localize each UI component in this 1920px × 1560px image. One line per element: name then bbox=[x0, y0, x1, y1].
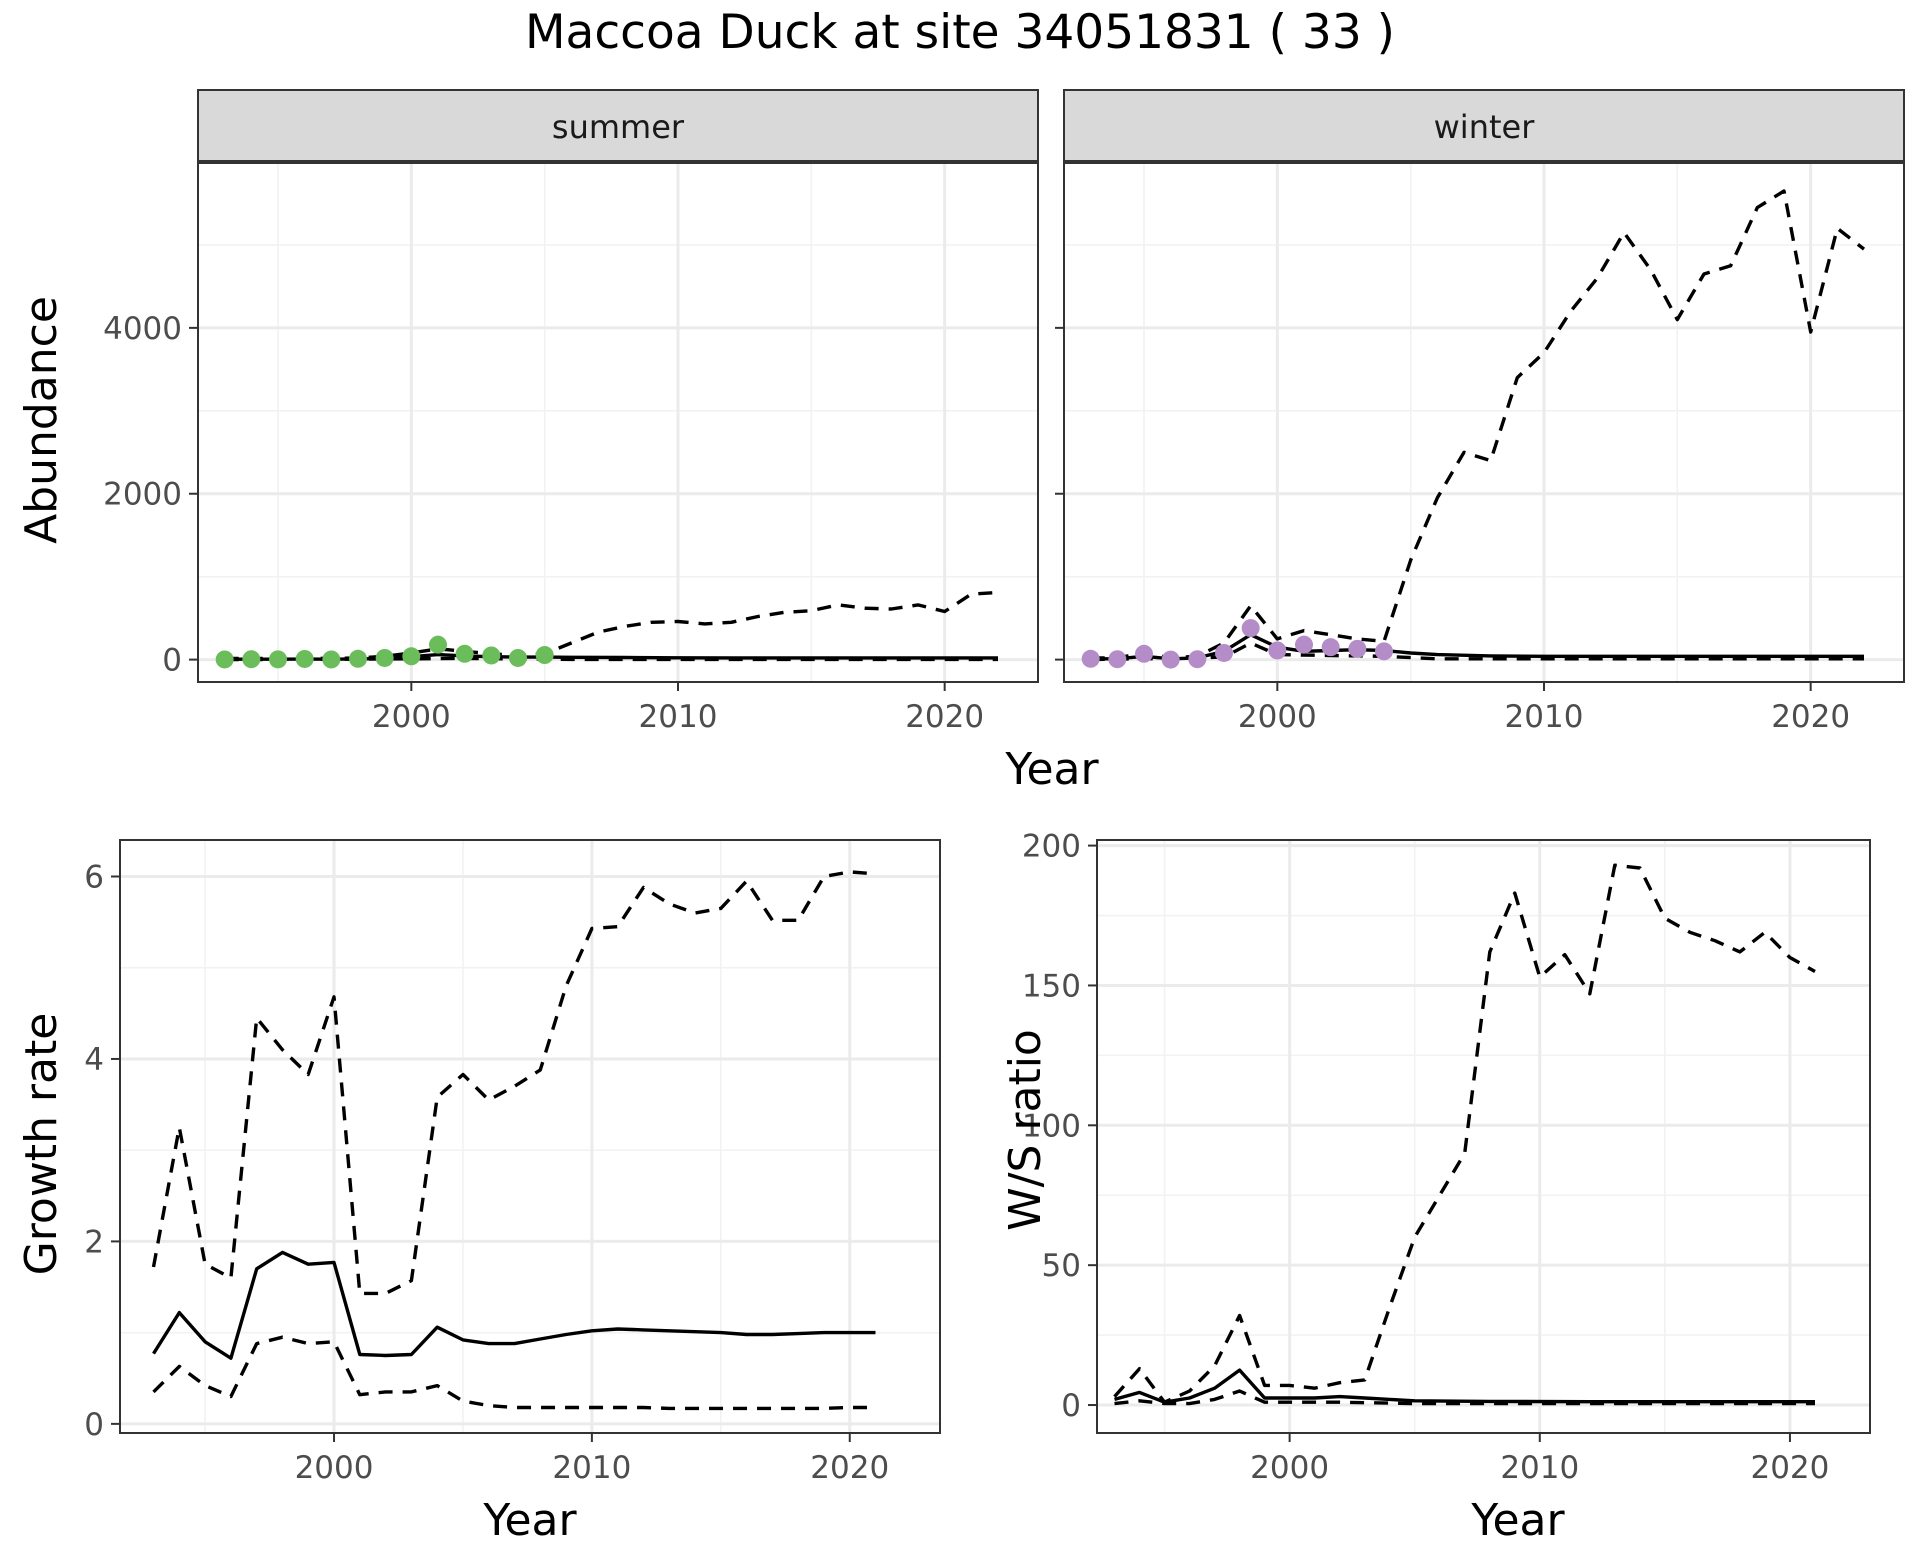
x-tick-label: 2010 bbox=[552, 1450, 631, 1486]
x-tick-label: 2000 bbox=[1250, 1450, 1329, 1486]
x-tick-label: 2000 bbox=[372, 699, 451, 735]
observed-point bbox=[295, 649, 314, 668]
figure-title: Maccoa Duck at site 34051831 ( 33 ) bbox=[525, 5, 1395, 60]
observed-point bbox=[349, 649, 367, 668]
data-layer bbox=[1081, 189, 1866, 669]
observed-point bbox=[1081, 649, 1100, 668]
x-tick-label: 2020 bbox=[810, 1450, 889, 1486]
series-line-mean bbox=[1114, 1368, 1815, 1404]
observed-point bbox=[1268, 641, 1287, 660]
x-tick-label: 2010 bbox=[639, 699, 718, 735]
series-line-upper bbox=[151, 870, 876, 1296]
panel-background bbox=[120, 840, 940, 1433]
panel-growth-rate: 2000 2010 2020 0 2 4 6 bbox=[84, 839, 941, 1486]
x-tick-label: 2000 bbox=[1238, 699, 1317, 735]
x-tick-label: 2020 bbox=[905, 699, 984, 735]
facet-strip-label: winter bbox=[1434, 108, 1536, 146]
y-tick-label: 4 bbox=[84, 1042, 104, 1078]
observed-point bbox=[1215, 643, 1233, 662]
observed-point bbox=[215, 650, 234, 669]
growth-ylabel: Growth rate bbox=[16, 1013, 67, 1276]
observed-point bbox=[1241, 619, 1260, 638]
facet-strip-label: summer bbox=[552, 108, 685, 146]
observed-point bbox=[455, 644, 474, 663]
ratio-ylabel: W/S ratio bbox=[1000, 1029, 1051, 1231]
panel-ws-ratio: 2000 2010 2020 0 50 100 150 200 bbox=[1022, 829, 1871, 1486]
x-tick-label: 2000 bbox=[295, 1450, 374, 1486]
observed-point bbox=[482, 646, 501, 665]
series-line-upper bbox=[1113, 863, 1816, 1404]
observed-point bbox=[1161, 650, 1180, 669]
panel-background bbox=[1097, 840, 1870, 1433]
observed-point bbox=[429, 635, 447, 654]
x-tick-label: 2020 bbox=[1771, 699, 1850, 735]
observed-point bbox=[509, 648, 527, 667]
observed-point bbox=[322, 650, 341, 669]
observed-point bbox=[1188, 650, 1207, 669]
data-layer bbox=[215, 590, 999, 669]
y-tick-label: 0 bbox=[162, 643, 182, 679]
y-tick-label: 6 bbox=[84, 859, 104, 895]
y-tick-label: 50 bbox=[1042, 1248, 1081, 1284]
growth-xlabel: Year bbox=[482, 1495, 577, 1546]
observed-point bbox=[1135, 644, 1153, 663]
observed-point bbox=[1375, 642, 1393, 661]
panel-background bbox=[1064, 162, 1904, 682]
observed-point bbox=[535, 646, 554, 665]
observed-point bbox=[242, 650, 261, 669]
observed-point bbox=[1321, 638, 1340, 657]
x-tick-label: 2010 bbox=[1500, 1450, 1579, 1486]
observed-point bbox=[375, 648, 394, 667]
y-tick-label: 4000 bbox=[103, 311, 182, 347]
facet-strip bbox=[1063, 89, 1905, 163]
data-layer bbox=[1113, 863, 1816, 1406]
observed-point bbox=[1348, 639, 1367, 658]
x-tick-label: 2010 bbox=[1505, 699, 1584, 735]
panel-background bbox=[198, 162, 1038, 682]
series-line-mean bbox=[224, 652, 998, 661]
observed-point bbox=[1295, 635, 1313, 654]
observed-point bbox=[269, 650, 287, 669]
series-line-lower bbox=[224, 656, 998, 662]
y-tick-label: 200 bbox=[1022, 829, 1081, 865]
y-tick-label: 2 bbox=[84, 1224, 104, 1260]
y-tick-label: 150 bbox=[1022, 968, 1081, 1004]
y-tick-label: 0 bbox=[1061, 1388, 1081, 1424]
y-tick-label: 100 bbox=[1022, 1108, 1081, 1144]
series-line-lower bbox=[152, 1335, 876, 1411]
y-tick-label: 0 bbox=[84, 1407, 104, 1443]
panel-border bbox=[1096, 839, 1871, 1434]
shared-xlabel-year: Year bbox=[1004, 744, 1099, 795]
y-tick-label: 2000 bbox=[103, 477, 182, 513]
series-line-mean bbox=[152, 1250, 876, 1360]
panel-summer: 2000 2010 2020 0 2000 4000 summer bbox=[103, 89, 1039, 735]
ratio-xlabel: Year bbox=[1470, 1495, 1565, 1546]
observed-point bbox=[402, 647, 421, 666]
x-tick-label: 2020 bbox=[1750, 1450, 1829, 1486]
observed-point bbox=[1108, 650, 1127, 669]
panel-border bbox=[119, 839, 941, 1434]
panel-winter: 2000 2010 2020 winter bbox=[1055, 89, 1905, 735]
data-layer bbox=[151, 870, 876, 1411]
shared-ylabel-abundance: Abundance bbox=[16, 296, 67, 544]
